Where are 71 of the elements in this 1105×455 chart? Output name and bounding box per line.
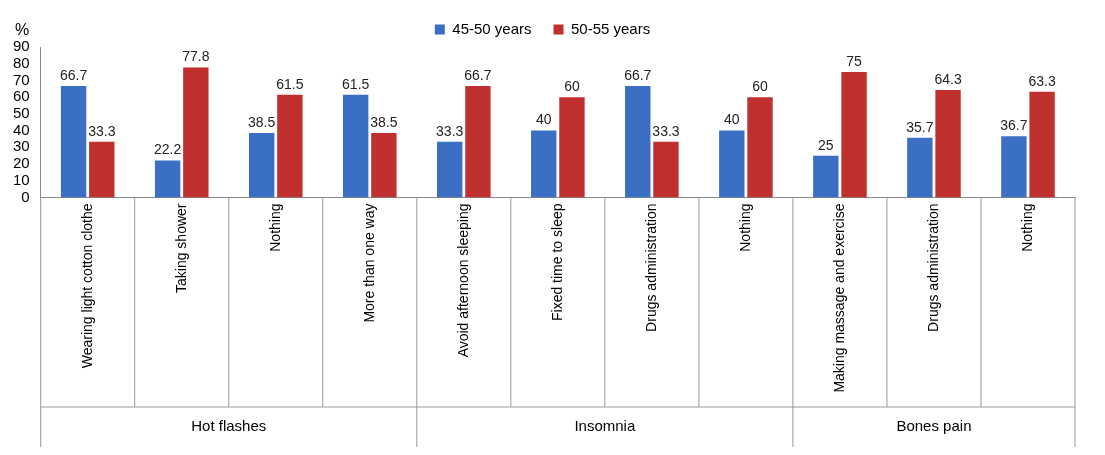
data-label: 60 [564,78,580,95]
x-tick-label: Drugs administration [924,203,941,332]
data-label: 40 [535,111,552,128]
y-tick-label: 30 [13,137,30,155]
x-tick-label: Taking shower [172,203,189,293]
data-label: 38.5 [248,113,276,130]
bar [89,141,115,198]
data-label: 63.3 [1028,72,1056,89]
data-label: 66.7 [59,66,88,83]
bar [1029,91,1055,198]
y-tick-label: 90 [13,37,30,55]
y-tick-label: 50 [13,104,30,122]
data-label: 22.2 [154,141,182,158]
y-tick-label: 0 [21,187,30,205]
data-label: 66.7 [464,66,492,83]
data-label: 61.5 [276,75,304,92]
text: Hot flashes [191,417,267,435]
y-tick-label: 60 [13,87,30,105]
x-tick-label: Avoid afternoon sleeping [454,203,471,358]
bar [154,160,181,198]
y-axis-title: % [14,21,30,39]
data-label: 33.3 [88,122,116,139]
bar [277,94,303,198]
bar [653,141,679,198]
legend-label: 50-55 years [571,19,651,37]
bar [60,85,87,198]
bar [907,137,933,198]
bar [625,85,651,198]
bar [559,97,585,198]
data-label: 36.7 [1000,116,1028,133]
data-label: 35.7 [906,118,934,135]
data-label: 40 [724,111,740,128]
data-label: 33.3 [652,122,680,139]
data-label: 64.3 [934,70,962,87]
bar [813,155,839,198]
data-label: 75 [846,52,863,69]
x-tick-label: Fixed time to sleep [548,203,565,321]
y-tick-label: 20 [13,154,30,172]
bar [841,72,867,198]
x-tick-label: Drugs administration [642,203,659,332]
bar [342,94,369,198]
x-tick-label: Nothing [736,203,753,252]
data-label: 33.3 [436,122,464,139]
text: Bones pain [896,417,972,435]
data-label: 25 [818,136,834,153]
x-tick-label: Making massage and exercise [830,203,847,393]
bar [747,97,773,198]
bar [531,130,557,198]
data-label: 60 [752,78,768,95]
legend-label: 45-50 years [452,19,532,37]
bar [371,133,397,198]
data-label: 61.5 [342,75,370,92]
y-tick-label: 10 [13,170,30,188]
x-tick-label: Nothing [266,203,283,252]
text: Insomnia [574,417,636,435]
x-tick-label: More than one way [360,203,377,323]
data-label: 77.8 [182,48,210,65]
bar [248,133,275,198]
y-tick-label: 70 [13,70,30,88]
bar [465,85,491,198]
y-tick-label: 40 [13,120,30,138]
x-tick-label: Nothing [1018,203,1035,252]
bar [437,141,463,198]
data-label: 38.5 [370,113,398,130]
y-tick-label: 80 [13,53,30,71]
bar [935,89,961,198]
bar [1001,136,1027,198]
bar [719,130,745,198]
bar [183,67,209,198]
x-tick-label: Wearing light cotton clothe [78,203,95,369]
data-label: 66.7 [624,66,652,83]
